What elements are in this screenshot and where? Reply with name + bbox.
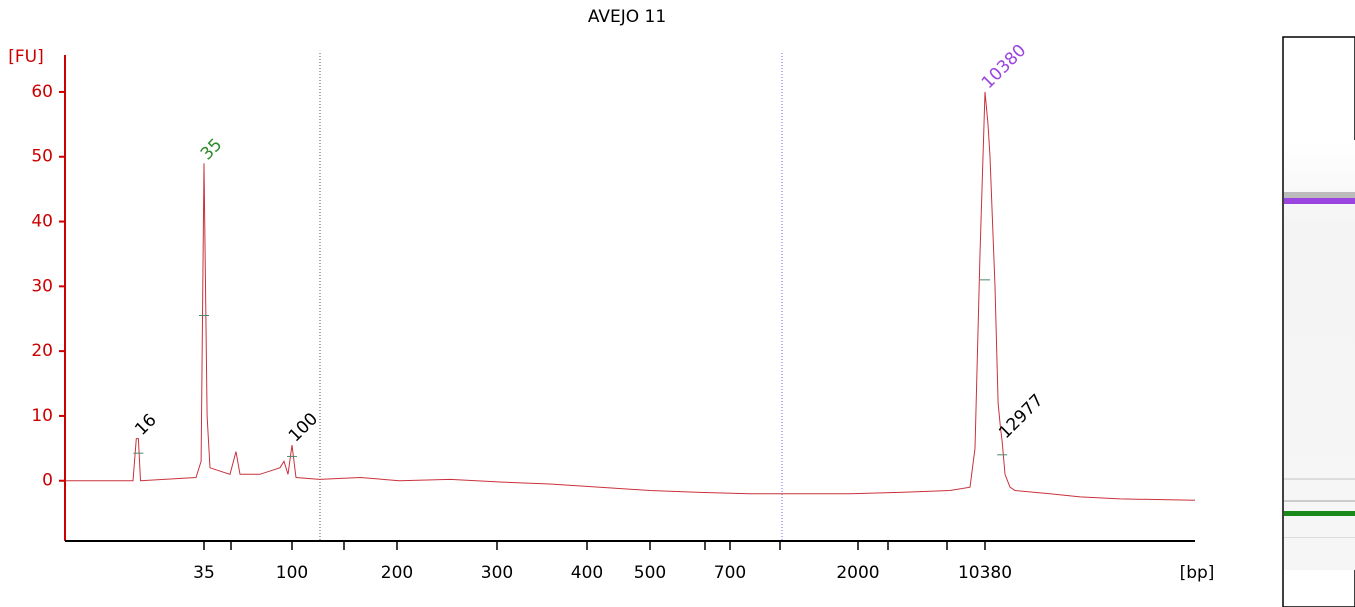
y-tick-label: 0 (42, 471, 53, 491)
peak-label: 35 (197, 135, 226, 164)
x-tick-label: 700 (714, 563, 746, 583)
x-tick-label: 500 (634, 563, 666, 583)
peak-label: 10380 (978, 41, 1030, 93)
y-tick-label: 10 (31, 406, 53, 426)
gel-lane (1282, 36, 1355, 607)
x-tick-label: 10380 (958, 563, 1012, 583)
peak-label: 12977 (995, 391, 1047, 443)
y-tick-label: 40 (31, 212, 53, 232)
x-tick-label: 100 (276, 563, 308, 583)
y-axis-label: [FU] (8, 47, 44, 67)
peak-label: 100 (285, 409, 322, 446)
x-tick-label: 2000 (836, 563, 879, 583)
chart-title: AVEJO 11 (588, 7, 666, 27)
y-tick-label: 60 (31, 82, 53, 102)
y-tick-label: 50 (31, 147, 53, 167)
trace (65, 91, 1196, 501)
peak-label: 16 (131, 410, 160, 439)
x-tick-label: 300 (481, 563, 513, 583)
x-tick-label: 35 (193, 563, 215, 583)
y-tick-label: 30 (31, 276, 53, 296)
x-tick-label: 200 (381, 563, 413, 583)
x-tick-label: 400 (571, 563, 603, 583)
x-axis-label: [bp] (1180, 563, 1215, 583)
y-tick-label: 20 (31, 341, 53, 361)
